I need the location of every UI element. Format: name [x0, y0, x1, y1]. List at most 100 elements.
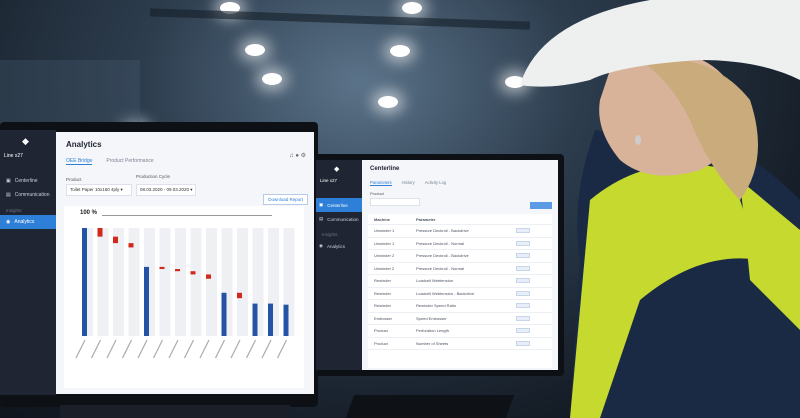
machine-cell: Unwinder 1 — [374, 228, 395, 234]
table-row[interactable]: Embosser Speed Embosser — [368, 313, 552, 325]
cycle-select[interactable]: 08.03.2020 - 09.03.2020 ▾ — [136, 184, 196, 196]
tab-activity-log[interactable]: Activity Log — [424, 180, 447, 185]
tab-product-performance[interactable]: Product Performance — [106, 158, 154, 164]
axis-tick-label — [245, 339, 257, 359]
table-row[interactable]: Unwinder 2 Pressure Deckroll - Backdrive — [368, 250, 552, 263]
range-line — [102, 215, 272, 216]
parameter-cell: Pressure Deckroll - Normal — [416, 265, 465, 271]
parameter-cell: Loadcell Webtension — [416, 278, 454, 284]
bridge-bar[interactable] — [268, 303, 273, 336]
bridge-bar[interactable] — [159, 266, 165, 270]
header-icons[interactable]: ♫ ● ⚙ — [289, 153, 306, 159]
table-row[interactable]: Rewinder Loadcell Webtension — [368, 275, 552, 288]
bar-background — [190, 228, 202, 336]
axis-tick-label — [137, 339, 148, 359]
sidebar-item-label: Centerline — [14, 178, 38, 184]
column-header[interactable]: Parameter — [416, 216, 436, 222]
sidebar-item-centerline[interactable]: ▣ Centerline — [316, 198, 362, 212]
ceiling-light — [378, 96, 398, 108]
bridge-bar[interactable] — [190, 271, 196, 275]
cycle-value: 08.03.2020 - 09.03.2020 — [140, 187, 190, 192]
section-label: Insights — [322, 232, 338, 237]
product-select[interactable] — [370, 198, 420, 206]
bar-background — [268, 228, 279, 336]
left-sidebar: ◆ Line x27 ▣ Centerline ▤ Communication In… — [0, 130, 56, 395]
value-input[interactable] — [516, 303, 530, 309]
value-input[interactable] — [516, 290, 530, 296]
bridge-bar[interactable] — [237, 292, 242, 299]
table-row[interactable]: Product Number of Sheets — [368, 338, 552, 350]
line-selector[interactable]: Line x27 — [320, 178, 338, 183]
bridge-bar[interactable] — [206, 274, 211, 279]
table-row[interactable]: Rewinder Loadcell Webtension - Backdrive — [368, 288, 552, 300]
value-input[interactable] — [516, 228, 530, 234]
save-button[interactable] — [530, 202, 552, 209]
earring — [635, 135, 641, 145]
value-input[interactable] — [516, 240, 530, 246]
page-title: Analytics — [66, 140, 102, 149]
axis-tick-label — [90, 339, 102, 359]
hi-vis-vest — [570, 164, 760, 418]
bar-background — [82, 228, 93, 336]
bridge-bar[interactable] — [252, 303, 258, 336]
right-monitor: ◆ Line x27 ▣ Centerline ▤ Communication In… — [314, 154, 564, 376]
sidebar-item-centerline[interactable]: ▣ Centerline — [0, 174, 56, 188]
table-row[interactable]: Unwinder 1 Pressure Deckroll - Normal — [368, 238, 552, 250]
ceiling-light — [245, 44, 265, 56]
tab-history[interactable]: History — [401, 180, 415, 185]
table-row[interactable]: Product Perforation Length — [368, 325, 552, 338]
axis-tick-label — [199, 339, 210, 359]
oee-bridge-chart: 100 % — [64, 206, 304, 388]
value-input[interactable] — [516, 278, 530, 284]
bridge-bar[interactable] — [144, 266, 149, 336]
ceiling-light — [390, 45, 410, 57]
keyboard[interactable] — [345, 395, 515, 418]
sidebar-item-communication[interactable]: ▤ Communication — [316, 212, 362, 226]
centerline-icon: ▣ — [319, 202, 324, 207]
sidebar-item-label: Communication — [14, 192, 50, 198]
bridge-bar[interactable] — [221, 292, 227, 336]
bridge-bar[interactable] — [113, 236, 118, 244]
bar-background — [221, 228, 233, 336]
bridge-bars — [75, 228, 295, 359]
parameter-cell: Number of Sheets — [416, 340, 449, 346]
hair — [640, 58, 758, 201]
axis-tick-label — [230, 339, 241, 359]
bar-background — [144, 228, 155, 336]
table-row[interactable]: Unwinder 2 Pressure Deckroll - Normal — [368, 263, 552, 275]
value-input[interactable] — [516, 340, 530, 346]
column-header[interactable]: Machine — [374, 216, 391, 222]
bridge-bar[interactable] — [175, 269, 180, 272]
analytics-icon: ◉ — [6, 219, 11, 225]
hard-hat — [520, 0, 800, 87]
machine-cell: Product — [374, 328, 388, 334]
value-input[interactable] — [516, 328, 530, 334]
tab-oee-bridge[interactable]: OEE Bridge — [66, 158, 93, 165]
parameter-cell: Perforation Length — [416, 328, 449, 334]
bridge-bar[interactable] — [283, 304, 289, 336]
bridge-bar[interactable] — [97, 228, 103, 237]
table-row[interactable]: Unwinder 1 Pressure Deckroll - Backdrive — [368, 225, 552, 238]
machine-cell: Unwinder 1 — [374, 240, 395, 246]
table-row[interactable]: Rewinder Rewinder Speed Ratio — [368, 300, 552, 313]
line-selector[interactable]: Line x27 — [4, 153, 23, 159]
value-input[interactable] — [516, 315, 530, 321]
download-report-button[interactable]: Download Report — [263, 194, 308, 205]
bar-background — [252, 228, 264, 336]
bridge-bar[interactable] — [128, 243, 134, 248]
product-select[interactable]: Toilet Paper 10x160 4ply ▾ — [66, 184, 132, 196]
parameter-cell: Pressure Deckroll - Backdrive — [416, 228, 469, 234]
sidebar-item-communication[interactable]: ▤ Communication — [0, 188, 56, 202]
tab-parameters[interactable]: Parameters — [370, 180, 392, 186]
table-header: Machine Parameter — [368, 214, 552, 225]
ceiling-beam — [149, 8, 531, 30]
sidebar-item-analytics[interactable]: ◉ Analytics — [316, 239, 362, 253]
bridge-bar[interactable] — [82, 228, 87, 336]
axis-tick-label — [214, 339, 226, 359]
bar-background — [113, 228, 124, 336]
sidebar-item-analytics[interactable]: ◉ Analytics — [0, 215, 56, 229]
background-machinery — [0, 60, 140, 130]
value-input[interactable] — [516, 253, 530, 259]
value-input[interactable] — [516, 265, 530, 271]
parameter-table: Machine Parameter Unwinder 1 Pressure Dec… — [368, 214, 552, 368]
